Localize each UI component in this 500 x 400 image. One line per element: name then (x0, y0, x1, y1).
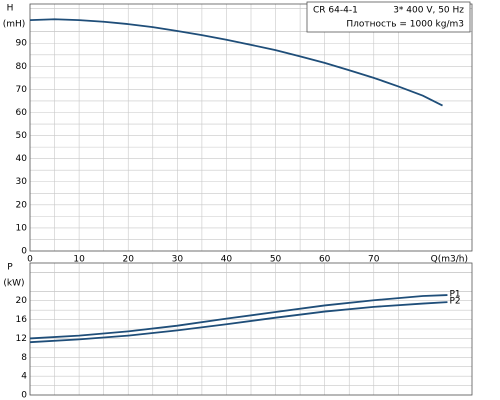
curve (29, 18, 443, 107)
y-tick-label: 12 (16, 334, 27, 344)
y-tick-label: 40 (16, 154, 28, 164)
legend-label: P2 (449, 297, 460, 307)
curve (29, 294, 448, 340)
y-tick-label: 90 (16, 39, 28, 49)
y-tick-label: 4 (21, 372, 27, 382)
y-tick-label: 10 (16, 223, 28, 233)
y-tick-label: 50 (16, 131, 28, 141)
x-tick-label: 20 (122, 255, 134, 265)
y-axis-label: P (7, 263, 13, 273)
y-tick-label: 60 (16, 108, 28, 118)
info-box (306, 1, 471, 33)
y-tick-label: 30 (16, 177, 28, 187)
x-tick-label: 0 (27, 255, 33, 265)
x-tick-label: 40 (221, 255, 233, 265)
y-tick-label: 16 (16, 315, 28, 325)
y-axis-unit: (kW) (3, 279, 24, 289)
x-tick-label: 30 (172, 255, 184, 265)
x-tick-label: 10 (73, 255, 85, 265)
x-tick-label: 70 (368, 255, 380, 265)
y-axis-unit: (mH) (3, 20, 26, 30)
y-tick-label: 8 (21, 353, 27, 363)
plot-frame (29, 3, 473, 252)
y-tick-label: 20 (16, 200, 28, 210)
y-tick-label: 70 (16, 85, 28, 95)
x-tick-label: 50 (270, 255, 282, 265)
curve (29, 301, 448, 344)
pump-supply: 3* 400 V, 50 Hz (393, 6, 464, 16)
x-tick-label: 60 (319, 255, 331, 265)
x-axis-label: Q(m3/h) (431, 255, 468, 265)
legend-label: P1 (449, 290, 460, 300)
y-tick-label: 20 (16, 296, 28, 306)
y-tick-label: 0 (21, 391, 27, 400)
y-axis-label: H (7, 4, 14, 14)
y-tick-label: 0 (21, 247, 27, 257)
density: Плотность = 1000 kg/m3 (346, 20, 464, 30)
plot-frame (29, 262, 473, 396)
y-tick-label: 80 (16, 62, 28, 72)
pump-model: CR 64-4-1 (313, 6, 358, 16)
